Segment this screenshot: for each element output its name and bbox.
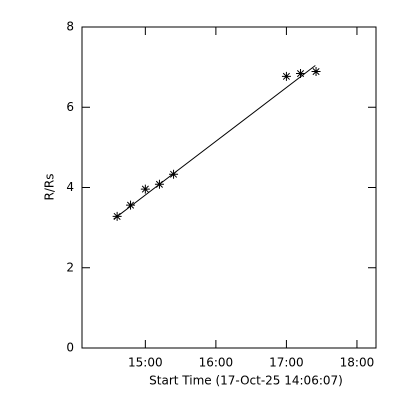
x-tick-label: 18:00 xyxy=(340,356,375,370)
data-point xyxy=(281,71,291,81)
data-point xyxy=(140,184,150,194)
y-tick-label: 0 xyxy=(66,341,74,355)
data-point xyxy=(169,169,179,179)
y-tick-label: 4 xyxy=(66,180,74,194)
y-tick-label: 8 xyxy=(66,20,74,34)
plot-frame xyxy=(81,26,377,349)
x-tick-label: 16:00 xyxy=(199,356,234,370)
data-point xyxy=(126,200,136,210)
data-point xyxy=(154,179,164,189)
data-point xyxy=(311,67,321,77)
fit-line xyxy=(113,65,316,220)
x-axis-label: Start Time (17-Oct-25 14:06:07) xyxy=(149,374,343,388)
data-point xyxy=(296,69,306,79)
data-point xyxy=(112,211,122,221)
x-tick-label: 17:00 xyxy=(269,356,304,370)
y-tick-label: 2 xyxy=(66,260,74,274)
x-tick-label: 15:00 xyxy=(128,356,163,370)
y-tick-label: 6 xyxy=(66,100,74,114)
y-axis-label: R/Rs xyxy=(43,174,57,201)
